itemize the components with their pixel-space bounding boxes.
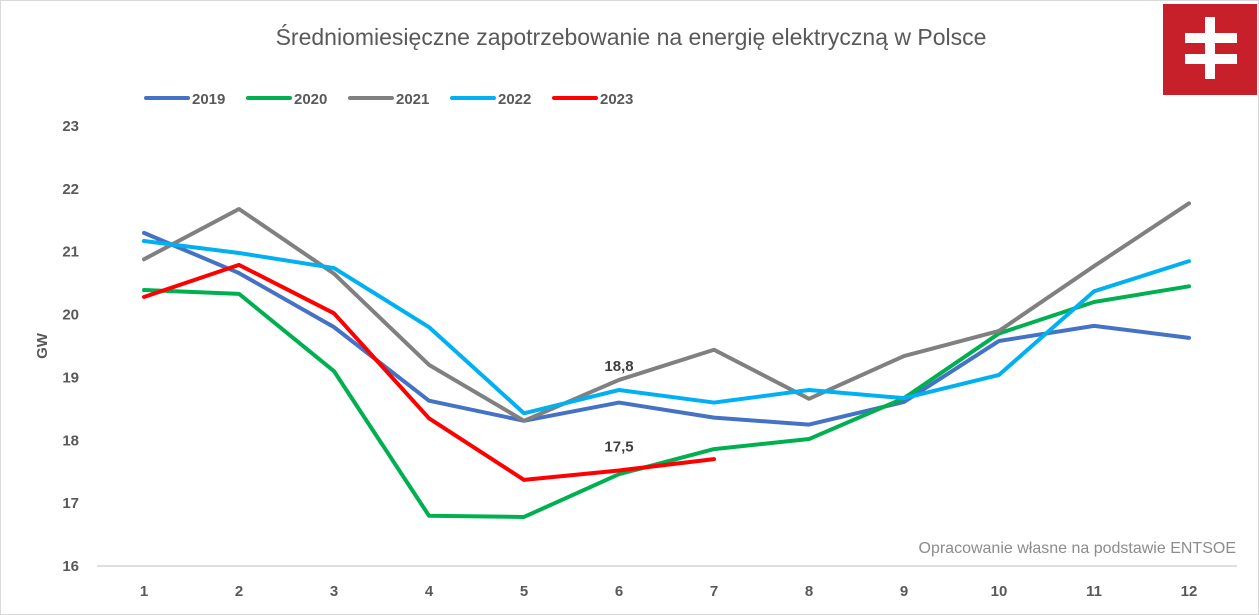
legend-label-2022: 2022 bbox=[498, 91, 531, 108]
source-note: Opracowanie własne na podstawie ENTSOE bbox=[919, 540, 1237, 557]
y-tick-label: 21 bbox=[62, 244, 79, 261]
x-tick-label: 5 bbox=[520, 583, 528, 600]
x-tick-label: 12 bbox=[1181, 583, 1198, 600]
logo bbox=[1163, 4, 1257, 95]
x-tick-label: 11 bbox=[1086, 583, 1102, 600]
y-tick-label: 23 bbox=[62, 118, 79, 135]
x-tick-label: 7 bbox=[710, 583, 718, 600]
x-tick-label: 9 bbox=[900, 583, 908, 600]
logo-cross-bar-bottom bbox=[1185, 54, 1237, 64]
y-tick-label: 22 bbox=[62, 181, 79, 198]
x-tick-label: 10 bbox=[991, 583, 1008, 600]
y-tick-label: 19 bbox=[62, 369, 79, 386]
x-tick-label: 8 bbox=[805, 583, 813, 600]
data-label: 18,8 bbox=[604, 358, 633, 375]
logo-cross-vertical bbox=[1205, 17, 1215, 79]
x-tick-label: 6 bbox=[615, 583, 623, 600]
series-line-2021 bbox=[142, 201, 1191, 423]
series-line-2023 bbox=[142, 262, 716, 482]
y-tick-label: 17 bbox=[62, 495, 79, 512]
y-tick-label: 20 bbox=[62, 307, 79, 324]
x-tick-label: 2 bbox=[235, 583, 243, 600]
y-axis-label: GW bbox=[34, 332, 51, 359]
y-tick-label: 18 bbox=[62, 432, 79, 449]
series-line-2019 bbox=[142, 230, 1191, 427]
legend-label-2020: 2020 bbox=[294, 91, 327, 108]
data-label: 17,5 bbox=[604, 439, 633, 456]
series-line-2022 bbox=[142, 239, 1191, 416]
logo-cross-bar-top bbox=[1185, 33, 1237, 43]
y-tick-label: 16 bbox=[62, 558, 79, 575]
x-tick-label: 4 bbox=[425, 583, 434, 600]
series-line-2020 bbox=[142, 284, 1191, 519]
legend-label-2021: 2021 bbox=[396, 91, 429, 108]
chart-title: Średniomiesięczne zapotrzebowanie na ene… bbox=[276, 23, 987, 50]
legend-label-2019: 2019 bbox=[192, 91, 225, 108]
x-tick-label: 1 bbox=[140, 583, 148, 600]
x-tick-label: 3 bbox=[330, 583, 338, 600]
legend-label-2023: 2023 bbox=[600, 91, 633, 108]
